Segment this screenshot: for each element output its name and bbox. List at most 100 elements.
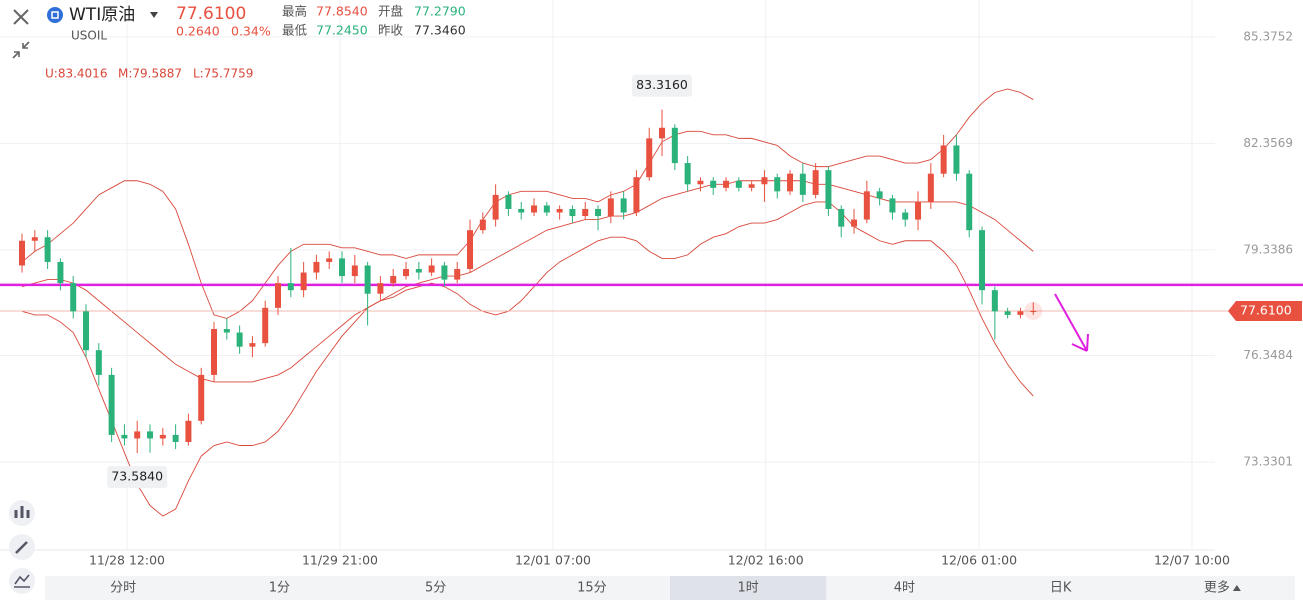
collapse-icon[interactable]	[12, 41, 30, 59]
candle-body	[223, 329, 230, 333]
stat-value: 77.2790	[414, 4, 466, 19]
tab-label[interactable]: 日K	[1050, 581, 1072, 596]
candle-body	[147, 431, 154, 439]
boll-line	[21, 88, 1034, 319]
tool-icon	[14, 574, 30, 588]
candle-body	[19, 240, 26, 266]
candle-body	[927, 173, 934, 202]
candle-body	[326, 258, 333, 262]
candle-body	[159, 434, 166, 439]
symbol-code: USOIL	[71, 29, 107, 43]
y-tick-label: 85.3752	[1243, 29, 1293, 43]
candle-body	[876, 191, 883, 199]
candle-body	[121, 434, 128, 439]
y-tick-label: 79.3386	[1243, 242, 1293, 256]
x-tick-label: 11/28 12:00	[89, 553, 165, 568]
stat-value: 77.2450	[316, 23, 368, 38]
stat-value: 77.8540	[316, 4, 368, 19]
candle-body	[940, 145, 947, 174]
candle-body	[275, 283, 282, 308]
boll-line	[21, 201, 1034, 517]
y-tick-label: 82.3569	[1243, 136, 1293, 150]
candle-body	[543, 205, 550, 213]
stat-label: 昨收	[378, 23, 404, 38]
candle-body	[902, 212, 909, 220]
candle-body	[454, 268, 461, 280]
candle-body	[492, 194, 499, 220]
candle-body	[723, 180, 730, 188]
last-glow	[1024, 302, 1043, 321]
candle-body	[377, 283, 384, 294]
candle-body	[300, 272, 307, 291]
candle-body	[236, 332, 243, 347]
x-tick-label: 12/06 01:00	[941, 553, 1017, 568]
tab-label[interactable]: 1分	[269, 581, 290, 596]
candle-body	[467, 230, 474, 269]
candle-body	[134, 431, 141, 439]
tab-label[interactable]: 5分	[425, 581, 446, 596]
tool-icon	[14, 506, 30, 518]
candle-body	[761, 177, 768, 185]
candle-body	[198, 374, 205, 421]
candle-body	[979, 230, 986, 291]
boll-label: U:83.4016	[45, 67, 107, 81]
tab-label[interactable]: 4时	[894, 581, 915, 596]
price-note-bg	[632, 74, 693, 97]
y-tick-label: 73.3301	[1243, 455, 1293, 469]
price: 77.6100	[176, 4, 246, 24]
stat-label: 开盘	[378, 4, 403, 19]
symbol-name[interactable]: WTI原油	[69, 5, 135, 25]
candle-body	[172, 434, 179, 442]
dropdown-arrow[interactable]	[150, 12, 158, 18]
candle-body	[697, 180, 704, 185]
boll-line	[21, 180, 1034, 383]
candle-body	[479, 219, 486, 231]
drawn-arrow	[1054, 293, 1089, 352]
tab-label[interactable]: 分时	[110, 581, 136, 596]
candle-body	[390, 276, 397, 284]
stat-label: 最低	[282, 23, 308, 38]
last-price-tag: 77.6100	[1240, 303, 1292, 318]
candle-body	[249, 343, 256, 347]
y-tick-label: 76.3484	[1243, 348, 1293, 362]
candle-body	[83, 311, 90, 351]
candle-body	[595, 208, 602, 217]
candle-body	[364, 265, 371, 294]
candle-body	[108, 374, 115, 435]
candle-body	[787, 173, 794, 192]
candle-body	[313, 261, 320, 273]
candle-body	[70, 283, 77, 312]
last-price-tag-bg	[1228, 301, 1302, 322]
candle-body	[518, 208, 525, 213]
candle-body	[185, 420, 192, 442]
candle-body	[710, 180, 717, 188]
more-arrow[interactable]	[1232, 585, 1241, 591]
candle-body	[505, 194, 512, 209]
x-tick-label: 12/01 07:00	[515, 553, 591, 568]
tab-active[interactable]	[670, 576, 827, 600]
candle-body	[915, 201, 922, 220]
x-tick-label: 11/29 21:00	[302, 553, 378, 568]
candle-body	[607, 198, 614, 217]
candle-body	[287, 283, 294, 291]
symbol-icon	[47, 7, 63, 23]
candle-body	[556, 208, 563, 213]
candle-body	[620, 198, 627, 213]
candle-body	[863, 191, 870, 220]
candle-body	[735, 180, 742, 188]
change: 0.2640	[176, 24, 220, 39]
price-note-bg	[107, 466, 168, 489]
x-tick-label: 12/07 10:00	[1154, 553, 1230, 568]
candle-body	[671, 127, 678, 164]
period-tabs: 分时 1分 5分 15分 1时 4时 日K 更多	[45, 576, 1295, 600]
plot-area: 85.3752 82.3569 79.3386 76.3484 73.3301 11/28…	[0, 0, 1303, 568]
header: WTI原油 USOIL 77.6100 0.2640 0.34% 最高 77.8…	[10, 4, 466, 81]
candle-body	[351, 265, 358, 277]
tab-label[interactable]: 1时	[737, 581, 758, 596]
tab-label[interactable]: 更多	[1204, 580, 1230, 596]
tab-label[interactable]: 15分	[577, 581, 607, 596]
candle-body	[812, 170, 819, 195]
tool-button[interactable]	[9, 568, 35, 594]
candle-body	[646, 138, 653, 178]
